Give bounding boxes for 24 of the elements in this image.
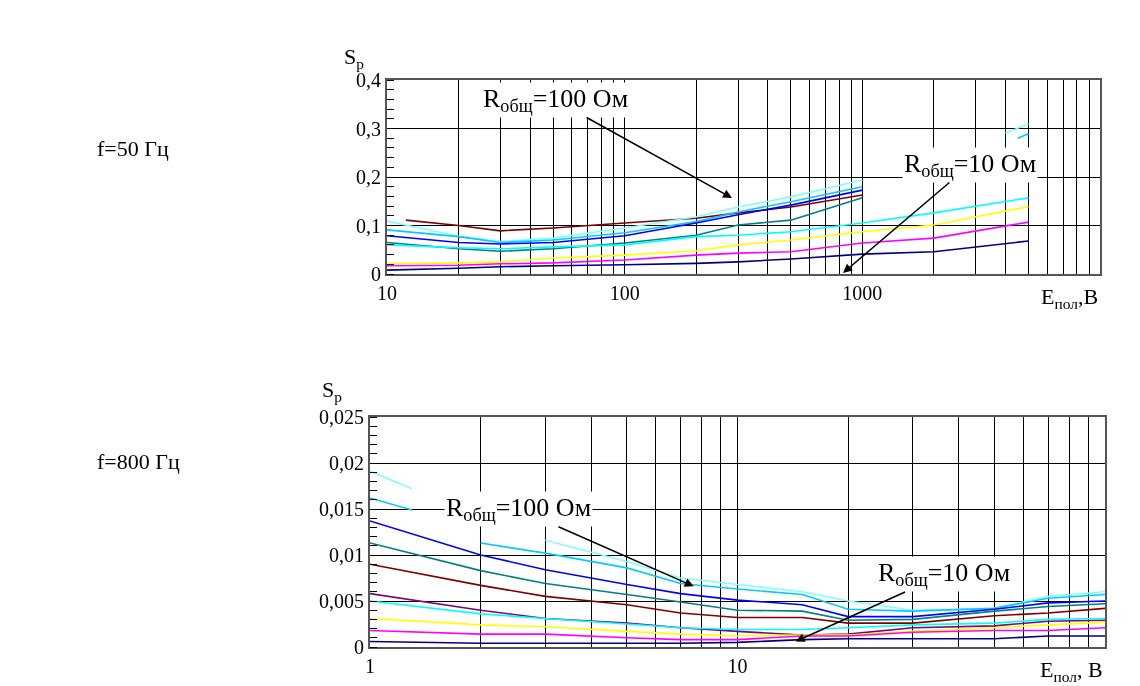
y-tick-label: 0,005 (319, 590, 364, 612)
x-tick-label: 1 (365, 655, 375, 677)
y-tick-label: 0,01 (329, 544, 364, 566)
y-tick-label: 0 (354, 636, 364, 658)
annotation: R$_{общ}$=100 Ом (483, 84, 629, 117)
text: f=50 Гц (97, 136, 169, 161)
y-tick-label: 0,3 (356, 117, 381, 140)
y-tick-label: 0,015 (319, 498, 364, 520)
x-axis-title: E$_{пол}$, В (1040, 657, 1103, 685)
x-tick-label: 10 (377, 282, 397, 304)
annotation: R$_{общ}$=10 Ом (904, 149, 1037, 182)
y-tick-label: 0,2 (356, 166, 381, 188)
x-tick-label: 1000 (842, 282, 883, 304)
x-tick-label: 10 (727, 655, 748, 677)
y-tick-label: 0,025 (319, 406, 364, 428)
y-tick-label: 0,1 (356, 214, 381, 237)
annotation: R$_{общ}$=10 Ом (878, 558, 1011, 591)
x-axis-title: E$_{пол}$,В (1041, 284, 1099, 312)
x-tick-label: 100 (609, 282, 640, 304)
text: f=800 Гц (97, 449, 180, 474)
y-tick-label: 0,02 (329, 452, 364, 474)
y-axis-title: S$_{p}$ (322, 377, 343, 405)
y-tick-label: 0 (371, 263, 381, 285)
annotation: R$_{общ}$=100 Ом (446, 493, 592, 526)
